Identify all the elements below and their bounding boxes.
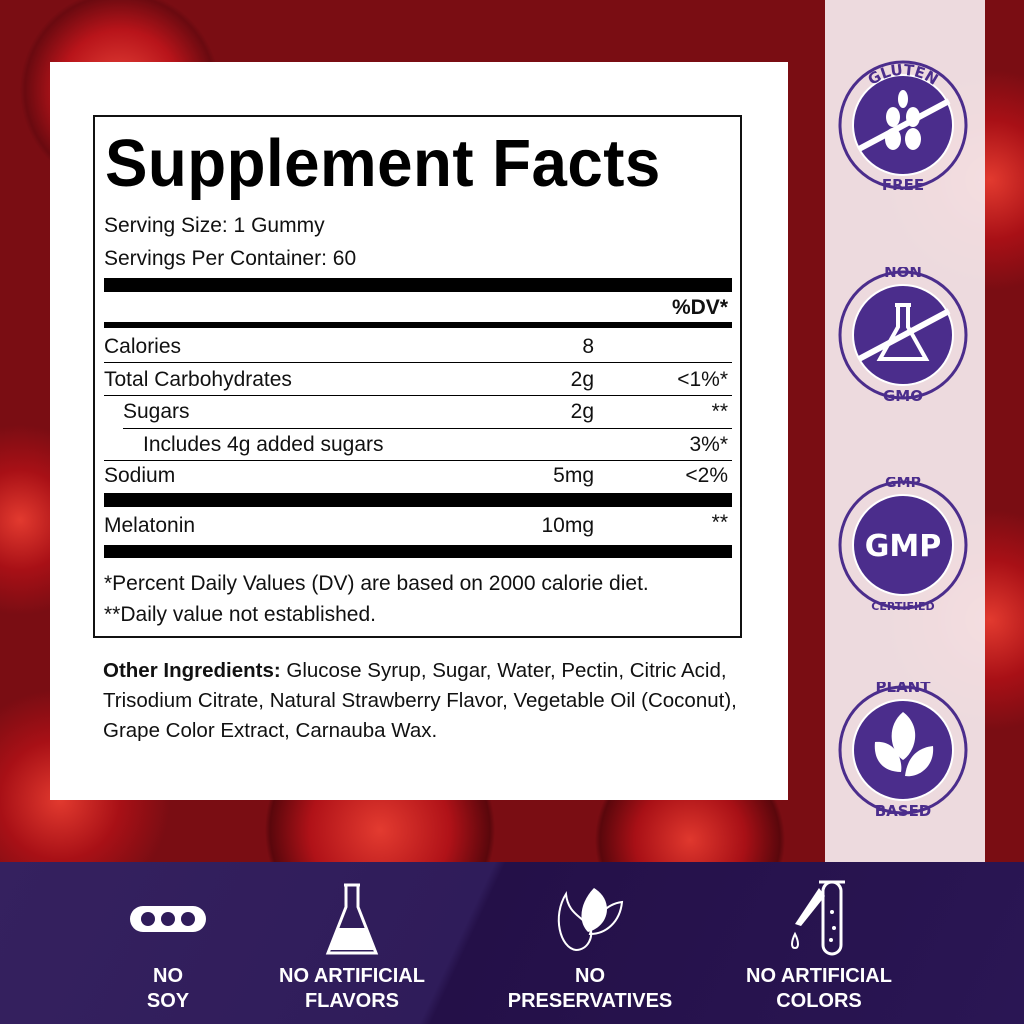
row-dv: **: [711, 511, 728, 534]
row-dv: <1%*: [677, 368, 728, 391]
row-amount: 5mg: [553, 464, 594, 487]
features-band: NO SOY NO ARTIFICIAL FLAVORS NO PRESERVATIV…: [0, 862, 1024, 1024]
facts-title: Supplement Facts: [105, 126, 661, 201]
divider: [104, 395, 732, 396]
feature-label: NO: [153, 965, 183, 987]
feature-label: FLAVORS: [304, 990, 400, 1012]
ingredients-text: Glucose Syrup, Sugar, Water, Pectin, Cit…: [103, 659, 737, 742]
flask-icon: [876, 303, 930, 361]
feature-no-artificial-colors: NO ARTIFICIAL COLORS: [728, 862, 910, 1024]
badge-bottom-text: BASED: [875, 802, 932, 818]
wheat-icon: [885, 90, 921, 150]
badge-bottom-text: CERTIFIED: [871, 600, 934, 613]
feature-label: SOY: [146, 990, 190, 1012]
row-name: Total Carbohydrates: [104, 368, 292, 391]
feature-label: NO ARTIFICIAL: [746, 965, 892, 987]
gluten-free-badge: GLUTEN FREE: [838, 60, 968, 193]
feature-label: NO ARTIFICIAL: [279, 965, 425, 987]
row-name: Sugars: [123, 400, 190, 423]
feature-label: NO: [575, 965, 605, 987]
badge-bottom-text: FREE: [882, 176, 924, 193]
dropper-icon: [791, 880, 845, 956]
plant-based-badge: PLANT BASED: [838, 682, 968, 818]
badge-center-text: GMP: [865, 529, 941, 564]
divider: [104, 545, 732, 558]
row-name: Melatonin: [104, 514, 196, 537]
row-dv: 3%*: [689, 433, 728, 456]
badge-top-text: NON: [884, 267, 922, 281]
footnote-dv: *Percent Daily Values (DV) are based on …: [104, 572, 649, 595]
non-gmo-badge: NON GMO: [838, 267, 968, 403]
row-name: Includes 4g added sugars: [143, 433, 384, 456]
divider: [104, 362, 732, 363]
footnote-not-established: **Daily value not established.: [104, 603, 376, 626]
divider: [104, 460, 732, 461]
leaf-icon: [557, 888, 624, 952]
row-amount: 8: [582, 335, 594, 358]
divider: [104, 278, 732, 292]
row-name: Calories: [104, 335, 182, 358]
supplement-facts-table: Supplement Facts Serving Size: 1 Gummy S…: [93, 115, 742, 638]
dv-header: %DV*: [671, 296, 728, 319]
badge-bottom-text: GMO: [883, 387, 923, 403]
badge-top-text: PLANT: [876, 682, 932, 696]
feature-no-preservatives: NO PRESERVATIVES: [490, 862, 690, 1024]
row-amount: 2g: [570, 368, 594, 391]
feature-no-artificial-flavors: NO ARTIFICIAL FLAVORS: [262, 862, 442, 1024]
ingredients-label: Other Ingredients:: [103, 659, 281, 682]
row-amount: 2g: [570, 400, 594, 423]
flask-icon: [325, 883, 379, 955]
other-ingredients: Other Ingredients: Glucose Syrup, Sugar,…: [103, 656, 748, 746]
servings-per-container: Servings Per Container: 60: [104, 247, 357, 270]
divider: [104, 322, 732, 328]
leaf-icon: [874, 712, 934, 777]
feature-label: COLORS: [776, 990, 862, 1012]
row-dv: **: [711, 400, 728, 423]
row-amount: 10mg: [541, 514, 594, 537]
feature-label: PRESERVATIVES: [507, 990, 673, 1012]
gmp-certified-badge: GMP GMP CERTIFIED: [838, 477, 968, 613]
divider: [123, 428, 732, 429]
row-dv: <2%: [685, 464, 728, 487]
label-panel: [50, 62, 788, 800]
badge-top-text: GMP: [885, 477, 921, 491]
serving-size: Serving Size: 1 Gummy: [104, 214, 325, 237]
divider: [104, 493, 732, 507]
soy-icon: [130, 906, 206, 932]
feature-no-soy: NO SOY: [98, 862, 238, 1024]
row-name: Sodium: [104, 464, 176, 487]
